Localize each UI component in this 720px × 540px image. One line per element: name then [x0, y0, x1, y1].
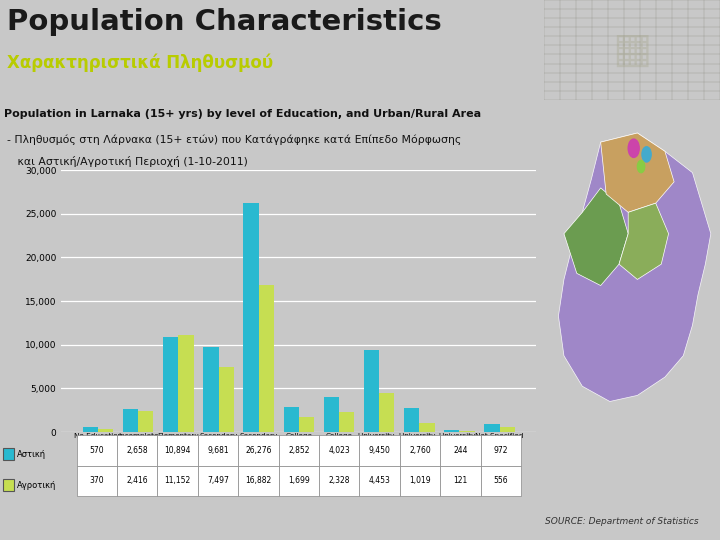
- Bar: [339, 411, 354, 432]
- Polygon shape: [600, 133, 674, 212]
- Bar: [98, 429, 113, 432]
- Text: Αστική: Αστική: [17, 450, 46, 459]
- FancyBboxPatch shape: [3, 448, 14, 460]
- Bar: [364, 349, 379, 432]
- Polygon shape: [559, 133, 711, 402]
- Text: Αγροτική: Αγροτική: [17, 481, 56, 490]
- Bar: [243, 202, 258, 432]
- Text: και Αστική/Αγροτική Περιοχή (1-10-2011): και Αστική/Αγροτική Περιοχή (1-10-2011): [7, 156, 248, 166]
- Bar: [444, 430, 459, 432]
- Text: ▦: ▦: [612, 29, 652, 71]
- Bar: [500, 427, 515, 432]
- Circle shape: [628, 139, 639, 158]
- Bar: [83, 427, 98, 432]
- Bar: [138, 411, 153, 432]
- Bar: [299, 417, 314, 432]
- Bar: [459, 431, 474, 432]
- Circle shape: [642, 147, 651, 162]
- Polygon shape: [619, 203, 669, 280]
- Polygon shape: [564, 188, 628, 286]
- Bar: [485, 423, 500, 432]
- Bar: [324, 397, 339, 432]
- Bar: [379, 393, 395, 432]
- Text: Population Characteristics: Population Characteristics: [7, 8, 442, 36]
- FancyBboxPatch shape: [3, 480, 14, 491]
- Bar: [258, 285, 274, 432]
- Bar: [203, 347, 218, 432]
- Text: Χαρακτηριστικά Πληθυσμού: Χαρακτηριστικά Πληθυσμού: [7, 54, 273, 72]
- Text: SOURCE: Department of Statistics: SOURCE: Department of Statistics: [545, 517, 698, 526]
- Text: - Πληθυσμός στη Λάρνακα (15+ ετών) που Κατάγράφηκε κατά Επίπεδο Μόρφωσης: - Πληθυσμός στη Λάρνακα (15+ ετών) που Κ…: [7, 135, 462, 145]
- Circle shape: [637, 160, 644, 173]
- Bar: [284, 407, 299, 432]
- Bar: [179, 335, 194, 432]
- Bar: [163, 337, 179, 432]
- Bar: [123, 409, 138, 432]
- Bar: [218, 367, 234, 432]
- Text: Population in Larnaka (15+ yrs) by level of Education, and Urban/Rural Area: Population in Larnaka (15+ yrs) by level…: [4, 109, 482, 119]
- Bar: [419, 423, 434, 432]
- Bar: [404, 408, 419, 432]
